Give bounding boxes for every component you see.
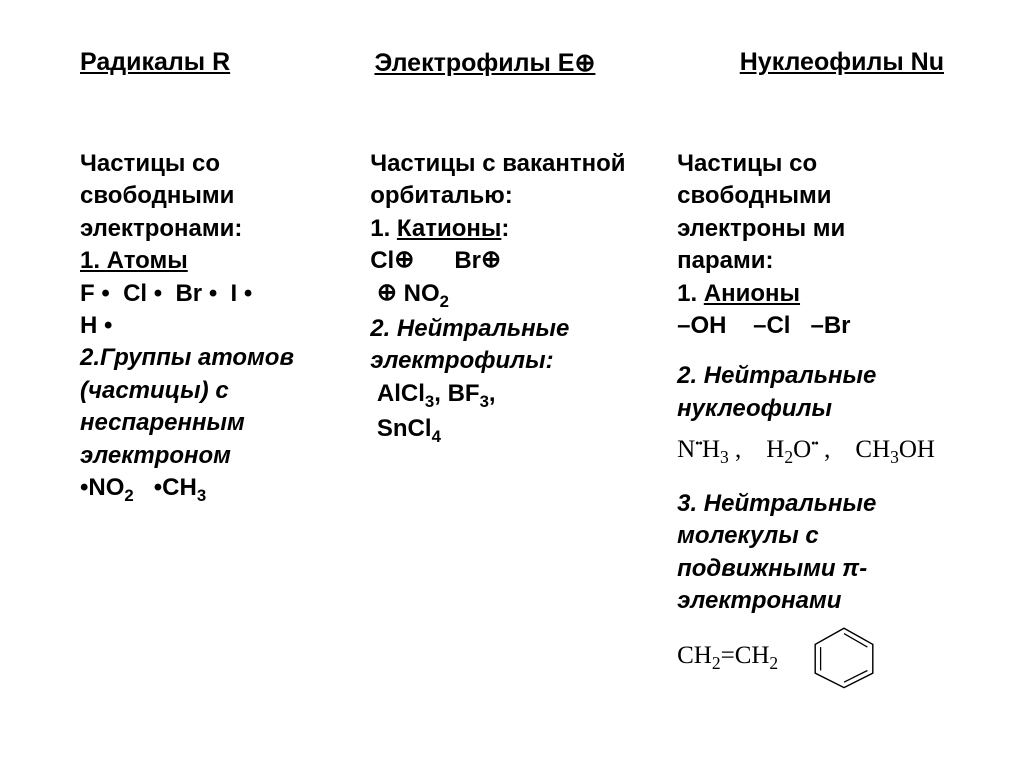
electro-neutral-label: 2. Нейтральные электрофилы: [370,313,637,378]
electro-cations-list: Cl⊕ Br⊕ ⊕ NO2 [370,245,637,313]
column-electrophiles: Частицы с вакантной орбиталью: 1. Катион… [370,148,637,691]
nucleo-anions-label: 1. Анионы [677,278,944,310]
header-radicals: Радикалы R [80,48,230,78]
radicals-atoms-label: 1. Атомы [80,245,330,277]
electro-intro: Частицы с вакантной орбиталью: [370,148,637,213]
header-electrophiles: Электрофилы E⊕ [374,48,595,78]
electro-cations-label: 1. Катионы: [370,213,637,245]
nucleo-neutral-label: 2. Нейтральные нуклеофилы [677,360,944,425]
column-nucleophiles: Частицы со свободными электроны ми парам… [677,148,944,691]
radicals-intro: Частицы со свободными электронами: [80,148,330,245]
radicals-atoms-list: F • Cl • Br • I •H • [80,278,330,343]
electro-neutral-list: AlCl3, BF3, SnCl4 [370,378,637,449]
column-radicals: Частицы со свободными электронами: 1. Ат… [80,148,330,691]
benzene-icon [808,623,880,691]
ethylene-formula: CH2=CH2 [677,639,778,676]
header-nucleophiles: Нуклеофилы Nu [740,48,944,78]
radicals-groups-list: •NO2 •CH3 [80,472,330,507]
nucleo-anions-list: –OH –Cl –Br [677,310,944,342]
nucleo-neutral-formulas: N••H3 , H2O•• , CH3OH [677,433,944,470]
nucleo-pi-label: 3. Нейтральные молекулы с подвижными π-э… [677,488,944,618]
radicals-groups-label: 2.Группы атомов (частицы) с неспаренным … [80,342,330,472]
nucleo-pi-formulas: CH2=CH2 [677,623,944,691]
nucleo-intro: Частицы со свободными электроны ми парам… [677,148,944,278]
